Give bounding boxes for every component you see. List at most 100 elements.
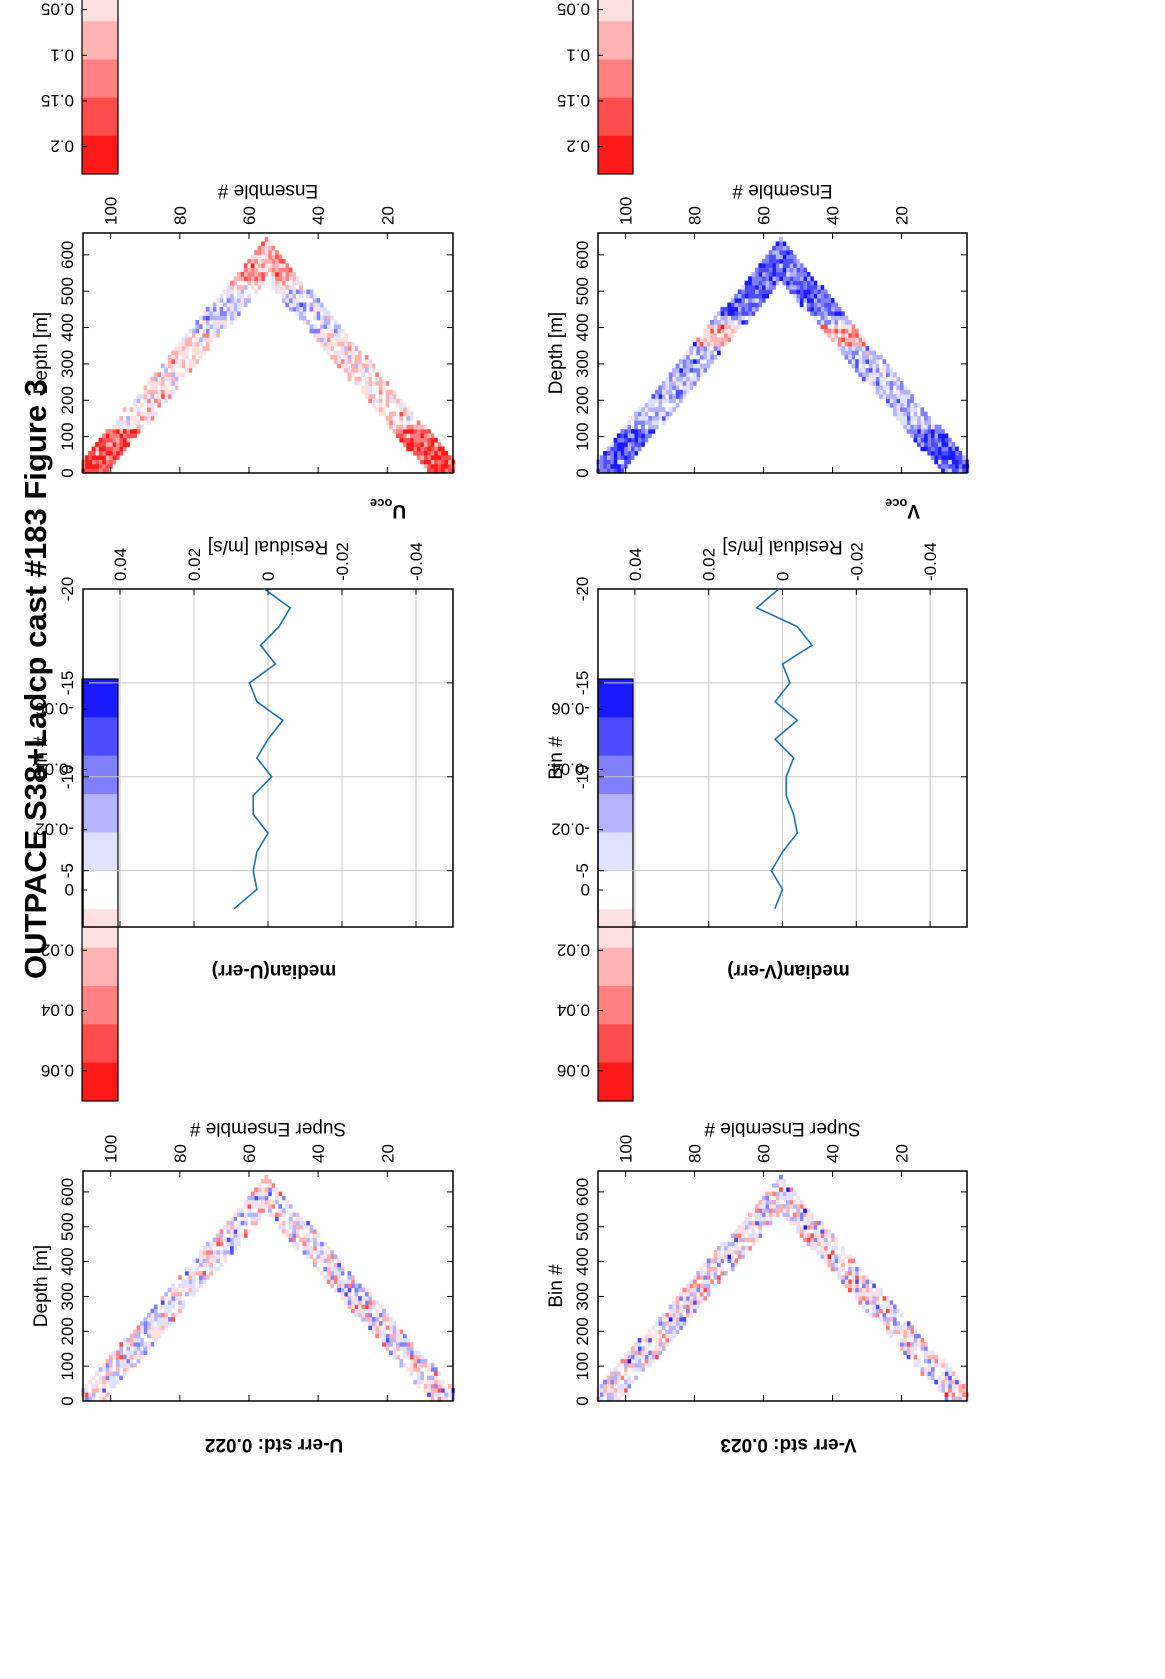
heatmap-cell: [195, 1266, 200, 1272]
heatmap-cell: [765, 267, 770, 273]
heatmap-cell: [416, 1367, 421, 1372]
heatmap-cell: [333, 1254, 338, 1259]
heatmap-cell: [723, 1250, 728, 1255]
heatmap-cell: [108, 429, 113, 434]
heatmap-cell: [761, 263, 766, 268]
heatmap-cell: [834, 324, 838, 329]
heatmap-cell: [133, 1363, 137, 1368]
heatmap-cell: [792, 258, 797, 264]
heatmap-cell: [861, 337, 866, 343]
heatmap-cell: [406, 1337, 411, 1343]
heatmap-cell: [191, 1271, 196, 1276]
heatmap-cell: [140, 1329, 144, 1335]
heatmap-cell: [692, 341, 697, 347]
series-point: [774, 700, 776, 703]
heatmap-cell: [309, 1254, 314, 1259]
heatmap-cell: [344, 1287, 348, 1293]
heatmap-cell: [806, 306, 811, 312]
heatmap-cell: [799, 1225, 804, 1230]
heatmap-cell: [927, 437, 932, 443]
heatmap-cell: [882, 1317, 887, 1322]
heatmap-cell: [157, 394, 162, 399]
heatmap-cell: [115, 420, 120, 425]
heatmap-cell: [126, 433, 130, 439]
colorbar-swatch: [82, 678, 118, 699]
heatmap-cell: [205, 324, 210, 329]
heatmap-cell: [191, 341, 196, 347]
heatmap-cell: [261, 1191, 265, 1197]
heatmap-cell: [872, 1296, 876, 1301]
heatmap-cell: [98, 1396, 103, 1401]
heatmap-cell: [775, 280, 780, 286]
heatmap-cell: [281, 1225, 286, 1230]
heatmap-cell: [357, 363, 362, 369]
heatmap-cell: [350, 341, 355, 347]
series-point: [778, 588, 780, 590]
heatmap-cell: [875, 389, 880, 395]
heatmap-cell: [868, 363, 873, 369]
heatmap-cell: [437, 1371, 442, 1376]
series-point: [233, 907, 236, 910]
heatmap-cell: [775, 1179, 780, 1184]
heatmap-cell: [292, 1241, 296, 1247]
heatmap-cell: [830, 1237, 835, 1243]
heatmap-cell: [281, 276, 286, 281]
heatmap-cell: [851, 324, 856, 329]
panel-title-subscript: oce: [885, 496, 907, 511]
heatmap-cell: [648, 1354, 652, 1360]
heatmap-cell: [927, 446, 932, 452]
heatmap-cell: [799, 298, 804, 303]
heatmap-cell: [382, 385, 386, 391]
heatmap-cell: [292, 1212, 296, 1217]
heatmap-cell: [437, 455, 442, 460]
series-point: [252, 813, 254, 816]
heatmap-cell: [782, 280, 787, 286]
heatmap-cell: [105, 463, 110, 469]
heatmap-cell: [930, 1367, 935, 1372]
heatmap-cell: [679, 1321, 683, 1326]
heatmap-cell: [806, 298, 811, 303]
heatmap-cell: [603, 1392, 607, 1397]
heatmap-cell: [710, 333, 714, 338]
heatmap-cell: [610, 463, 614, 469]
heatmap-cell: [810, 1245, 814, 1251]
colorbar-swatch: [82, 966, 118, 986]
heatmap-cell: [813, 315, 818, 321]
heatmap-cell: [271, 267, 276, 273]
heatmap-cell: [620, 437, 625, 443]
heatmap-cell: [792, 1220, 797, 1226]
heatmap-cell: [288, 306, 293, 312]
heatmap-cell: [150, 385, 155, 391]
heatmap-cell: [723, 341, 728, 347]
heatmap-cell: [958, 1383, 963, 1389]
heatmap-cell: [368, 1325, 373, 1330]
heatmap-cell: [150, 1333, 155, 1339]
heatmap-cell: [703, 341, 707, 347]
heatmap-cell: [112, 433, 117, 439]
heatmap-cell: [703, 367, 707, 373]
heatmap-cell: [302, 319, 307, 325]
heatmap-cell: [727, 1254, 732, 1259]
heatmap-cell: [102, 442, 106, 447]
heatmap-cell: [820, 293, 825, 299]
heatmap-cell: [236, 289, 241, 295]
colorbar-tick-label: 0.05: [41, 0, 74, 19]
heatmap-cell: [133, 429, 137, 434]
heatmap-cell: [288, 285, 293, 290]
heatmap-cell: [344, 1279, 348, 1284]
heatmap-cell: [916, 433, 921, 439]
heatmap-cell: [143, 1321, 148, 1326]
heatmap-cell: [250, 1191, 255, 1197]
heatmap-cell: [247, 1212, 252, 1217]
heatmap-cell: [340, 337, 345, 343]
heatmap-cell: [668, 1317, 673, 1322]
heatmap-cell: [789, 258, 794, 264]
heatmap-cell: [613, 450, 618, 456]
heatmap-cell: [820, 1237, 825, 1243]
heatmap-cell: [785, 1199, 790, 1205]
heatmap-cell: [167, 381, 172, 386]
heatmap-cell: [254, 1216, 258, 1222]
heatmap-cell: [312, 1233, 317, 1238]
heatmap-cell: [167, 372, 172, 377]
